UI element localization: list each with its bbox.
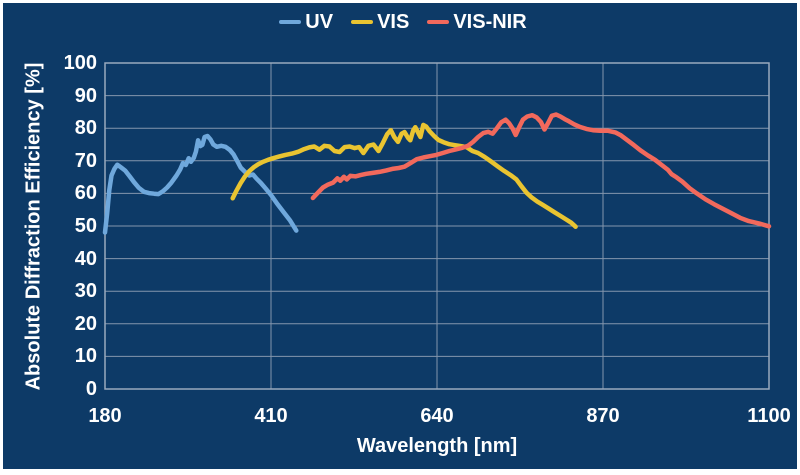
legend-item-uv: UV	[279, 11, 333, 34]
legend-label-uv: UV	[305, 10, 334, 33]
y-tick-label: 20	[74, 312, 97, 335]
y-tick-label: 30	[74, 280, 97, 303]
y-axis-title: Absolute Diffraction Efficiency [%]	[22, 62, 45, 391]
series-line-vis-nir	[310, 112, 772, 229]
x-tick-label: 870	[586, 405, 620, 427]
uv-line-swatch-icon	[279, 20, 302, 24]
y-tick-label: 50	[74, 215, 97, 237]
vis-line-swatch-icon	[351, 20, 374, 24]
x-tick-label: 180	[88, 405, 122, 427]
legend-label-vis-nir: VIS-NIR	[453, 10, 527, 33]
y-tick-label: 0	[85, 378, 97, 400]
x-tick-label: 1100	[747, 405, 791, 427]
y-tick-label: 70	[74, 149, 97, 172]
legend-item-vis-nir: VIS-NIR	[427, 10, 527, 34]
legend: UV VIS VIS-NIR	[3, 9, 800, 35]
legend-label-vis: VIS	[377, 10, 410, 33]
y-tick-label: 100	[63, 52, 97, 74]
y-tick-label: 40	[74, 247, 97, 270]
y-tick-label: 90	[74, 84, 97, 107]
x-tick-label: 410	[254, 405, 288, 427]
vis-nir-line-swatch-icon	[427, 20, 450, 24]
chart-canvas	[102, 62, 772, 390]
x-tick-label: 640	[420, 405, 454, 427]
y-tick-label: 80	[74, 117, 97, 140]
y-tick-label: 10	[74, 345, 97, 368]
y-tick-label: 60	[74, 182, 97, 205]
x-axis-title: Wavelength [nm]	[356, 435, 518, 457]
legend-item-vis: VIS	[351, 11, 409, 34]
series-line-uv	[102, 133, 299, 235]
series-line-vis	[230, 122, 578, 229]
